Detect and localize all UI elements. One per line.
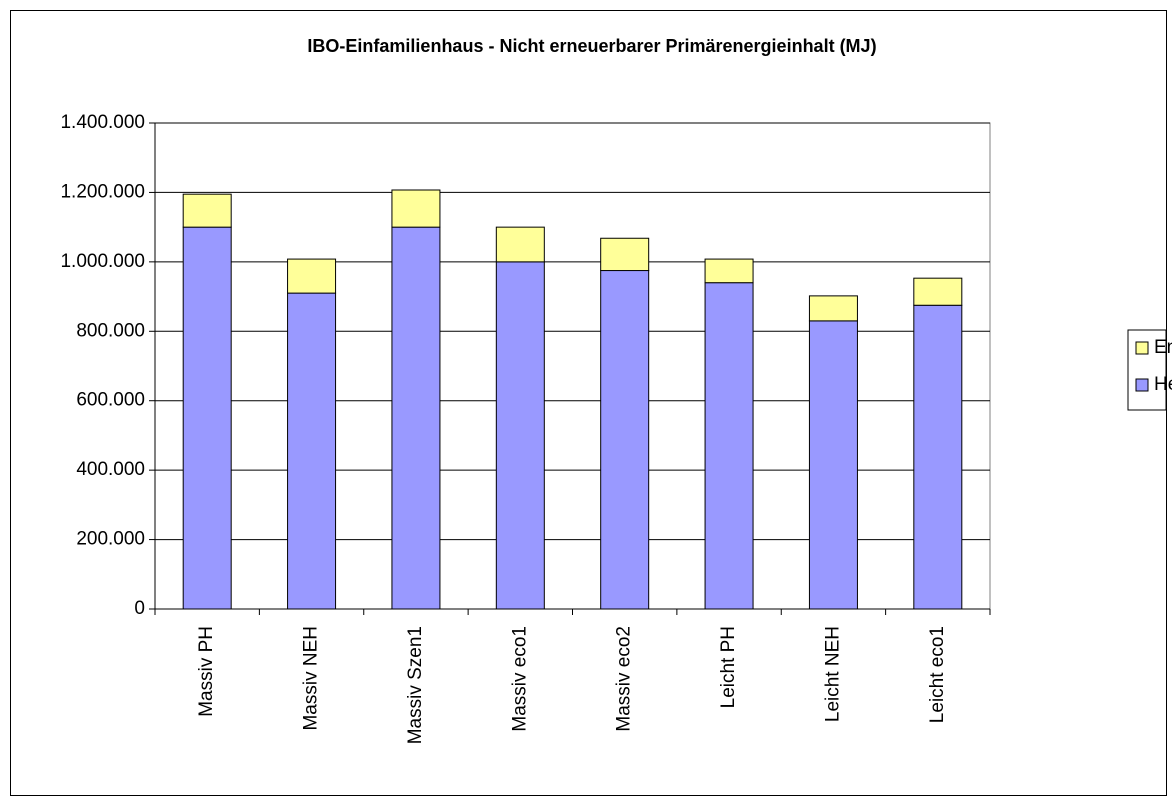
bar-segment — [287, 258, 337, 294]
x-tick-label: Massiv eco1 — [509, 626, 530, 732]
bar-segment — [495, 226, 545, 263]
legend-swatch — [1135, 341, 1149, 355]
x-tick-label: Leicht eco1 — [927, 626, 948, 723]
y-tick-label: 400.000 — [76, 459, 145, 480]
legend-label: Entsorgung — [1154, 337, 1172, 358]
bar-segment — [600, 237, 650, 272]
legend-swatch — [1135, 378, 1149, 392]
plot-area — [154, 122, 991, 610]
bar-segment — [704, 258, 754, 284]
bar-segment — [913, 277, 963, 306]
chart-title: IBO-Einfamilienhaus - Nicht erneuerbarer… — [307, 36, 876, 56]
y-tick-label: 1.200.000 — [60, 181, 145, 202]
bar-segment — [808, 295, 858, 322]
y-tick-label: 1.400.000 — [60, 112, 145, 133]
x-tick-label: Massiv eco2 — [614, 626, 635, 732]
x-tick-label: Massiv Szen1 — [405, 626, 426, 744]
y-tick-label: 1.000.000 — [60, 251, 145, 272]
legend-label: Herstellung — [1154, 374, 1172, 395]
bar-segment — [495, 261, 545, 610]
bar-segment — [704, 282, 754, 610]
y-tick-label: 600.000 — [76, 390, 145, 411]
x-tick-label: Leicht PH — [718, 626, 739, 708]
x-tick-label: Massiv PH — [196, 626, 217, 717]
bar-segment — [182, 226, 232, 610]
bar-segment — [913, 304, 963, 610]
bar-segment — [391, 189, 441, 228]
bar-segment — [287, 292, 337, 610]
bar-segment — [182, 193, 232, 228]
y-tick-label: 800.000 — [76, 320, 145, 341]
y-tick-label: 0 — [134, 598, 145, 619]
x-tick-label: Leicht NEH — [822, 626, 843, 722]
x-tick-label: Massiv NEH — [301, 626, 322, 731]
bar-segment — [391, 226, 441, 610]
bar-segment — [808, 320, 858, 610]
y-tick-label: 200.000 — [76, 529, 145, 550]
bar-segment — [600, 270, 650, 610]
